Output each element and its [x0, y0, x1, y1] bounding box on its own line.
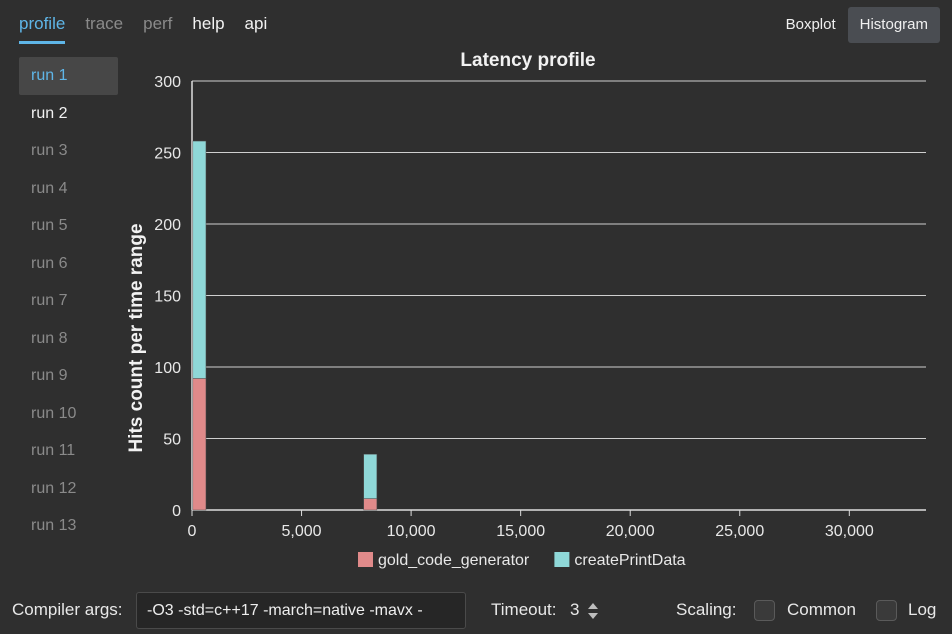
x-tick-label: 20,000: [606, 523, 655, 540]
run-item[interactable]: run 10: [31, 404, 77, 422]
run-item[interactable]: run 12: [31, 479, 77, 497]
y-tick-label: 100: [154, 360, 181, 377]
x-tick-label: 15,000: [496, 523, 545, 540]
run-item[interactable]: run 6: [31, 254, 68, 272]
legend-swatch: [358, 552, 373, 567]
y-tick-label: 200: [154, 217, 181, 234]
scaling-label: Scaling:: [676, 600, 737, 619]
x-tick-label: 25,000: [715, 523, 764, 540]
run-item[interactable]: run 4: [31, 179, 68, 197]
bar-segment: [363, 453, 378, 499]
log-checkbox[interactable]: [876, 600, 897, 621]
bars: [192, 140, 378, 511]
legend-swatch: [554, 552, 570, 567]
y-tick-label: 150: [154, 289, 181, 306]
tab-trace[interactable]: trace: [85, 14, 124, 33]
y-tick-labels: 0 50 100 150 200 250 300: [154, 74, 181, 520]
histogram-button[interactable]: Histogram: [847, 7, 940, 43]
x-tick-label: 0: [188, 523, 197, 540]
run-item[interactable]: run 2: [31, 104, 68, 122]
run-item[interactable]: run 13: [31, 517, 77, 534]
legend-label: gold_code_generator: [378, 552, 530, 569]
bottom-toolbar: Compiler args: -O3 -std=c++17 -march=nat…: [0, 589, 952, 634]
run-item[interactable]: run 11: [31, 442, 76, 459]
y-tick-label: 300: [154, 74, 181, 91]
latency-chart: Latency profile Hits count per time rang…: [120, 44, 945, 589]
bar-segment: [363, 498, 378, 511]
x-tick-label: 10,000: [387, 523, 436, 540]
tab-perf[interactable]: perf: [143, 14, 173, 33]
y-axis-label: Hits count per time range: [126, 223, 147, 452]
bar-segment: [192, 140, 207, 379]
y-tick-label: 0: [172, 503, 181, 520]
legend: gold_code_generator createPrintData: [358, 552, 686, 569]
grid-lines: [191, 80, 926, 511]
x-tick-labels: 0 5,000 10,000 15,000 20,000 25,000 30,000: [188, 510, 874, 540]
tab-profile[interactable]: profile: [19, 14, 66, 44]
run-item[interactable]: run 9: [31, 367, 68, 384]
spinner-icon[interactable]: [586, 601, 600, 621]
chart-svg: Latency profile Hits count per time rang…: [126, 50, 926, 569]
x-tick-label: 30,000: [825, 523, 874, 540]
compiler-args-input[interactable]: -O3 -std=c++17 -march=native -mavx -: [136, 592, 466, 629]
x-tick-label: 5,000: [282, 523, 322, 540]
common-label: Common: [787, 600, 856, 619]
tab-help[interactable]: help: [192, 14, 225, 33]
y-tick-label: 50: [163, 432, 181, 449]
y-tick-label: 250: [154, 146, 181, 163]
run-item[interactable]: run 3: [31, 142, 68, 159]
log-label: Log: [908, 600, 937, 619]
legend-label: createPrintData: [574, 552, 685, 569]
boxplot-button[interactable]: Boxplot: [785, 16, 836, 33]
run-list: run 1 run 2 run 3 run 4 run 5 run 6 run …: [19, 57, 118, 545]
chart-title: Latency profile: [460, 50, 595, 71]
bar-segment: [192, 378, 207, 511]
compiler-args-label: Compiler args:: [12, 600, 123, 619]
run-item[interactable]: run 1: [19, 57, 118, 95]
run-item[interactable]: run 5: [31, 217, 68, 234]
main-tabs: profile trace perf help api: [19, 14, 287, 44]
tab-api[interactable]: api: [244, 14, 268, 33]
run-item[interactable]: run 7: [31, 292, 68, 309]
common-checkbox[interactable]: [754, 600, 775, 621]
run-item[interactable]: run 8: [31, 329, 68, 347]
timeout-label: Timeout:: [491, 600, 557, 619]
timeout-value[interactable]: 3: [570, 600, 580, 619]
view-toggle: Boxplot Histogram: [774, 7, 940, 43]
